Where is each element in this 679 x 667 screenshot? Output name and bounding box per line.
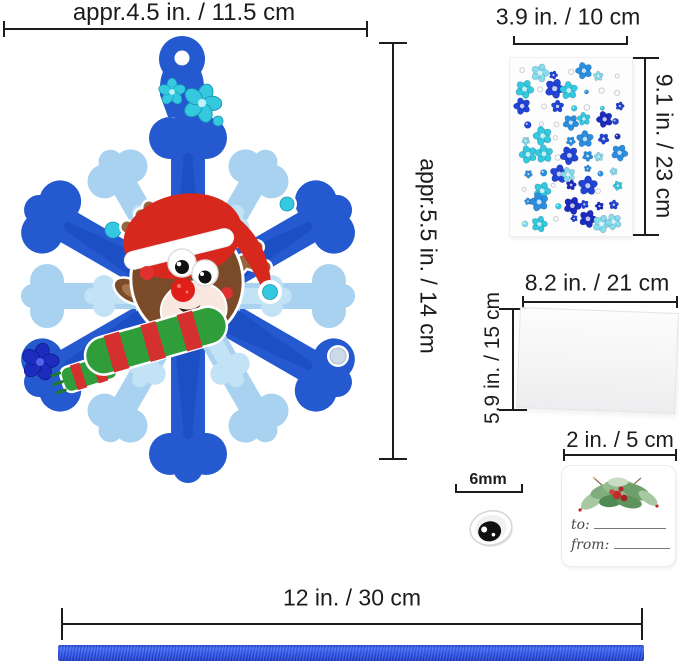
adhesive-sheet-width-label: 8.2 in. / 21 cm [524, 269, 670, 296]
gift-tag-image: to: from: [562, 466, 675, 566]
adhesive-sheet-height-measure-line [499, 308, 527, 411]
tag-to-row: to: [571, 517, 667, 533]
snowflake-height-label: appr.5.5 in. / 14 cm [415, 158, 442, 354]
snowflake-gem-stickers [22, 76, 349, 381]
sticker-sheet-height-label: 9.1 in. / 23 cm [651, 73, 678, 219]
reindeer-googly-eyes [167, 248, 219, 287]
googly-eye-measure-line [455, 484, 523, 493]
tag-from-label: from: [571, 537, 610, 553]
holly-decoration [578, 476, 659, 512]
tag-from-row: from: [571, 537, 670, 552]
navy-gem-flower [22, 342, 60, 381]
ribbon-length-label: 12 in. / 30 cm [282, 584, 422, 611]
reindeer-face-image [50, 193, 282, 395]
adhesive-sheet-height-label: 5.9 in. / 15 cm [481, 292, 504, 424]
sticker-sheet-height-measure-line [631, 57, 659, 236]
gem-sticker-grid [513, 62, 629, 234]
snowflake-width-measure-line [3, 21, 368, 37]
gift-tag-size-label: 2 in. / 5 cm [566, 427, 674, 452]
snowflake-ornament-image [6, 36, 370, 483]
snowflake-height-measure-line [379, 42, 407, 460]
hanging-hole [174, 50, 190, 66]
tag-from-line [613, 537, 670, 549]
sticker-sheet-width-label: 3.9 in. / 10 cm [495, 3, 641, 30]
tag-to-label: to: [571, 517, 590, 533]
snowflake-width-label: appr.4.5 in. / 11.5 cm [72, 0, 296, 26]
tag-to-line [594, 517, 667, 529]
gift-tag-measure-line [563, 449, 677, 461]
googly-eye-size-label: 6mm [469, 471, 507, 488]
sticker-sheet-width-measure-line [513, 36, 628, 45]
reindeer-nose [171, 278, 195, 302]
adhesive-sheet-image [516, 307, 679, 415]
googly-eye-image [469, 510, 513, 547]
adhesive-sheet-width-measure-line [522, 296, 678, 308]
reindeer-scarf [50, 305, 229, 395]
ribbon-image [58, 645, 644, 661]
ribbon-measure-line [61, 608, 643, 640]
gem-sticker-sheet-image [510, 58, 632, 236]
